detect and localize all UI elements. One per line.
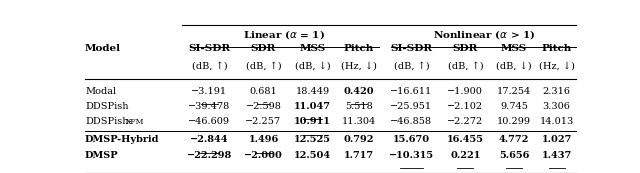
Text: −2.598: −2.598 xyxy=(246,102,282,111)
Text: 0.221: 0.221 xyxy=(450,151,481,160)
Text: SI-SDR: SI-SDR xyxy=(390,44,433,53)
Text: Modal: Modal xyxy=(85,87,116,96)
Text: 11.047: 11.047 xyxy=(294,102,331,111)
Text: 0.792: 0.792 xyxy=(344,135,374,144)
Text: −25.951: −25.951 xyxy=(390,102,433,111)
Text: 5.518: 5.518 xyxy=(345,102,372,111)
Text: DDSPish: DDSPish xyxy=(85,102,129,111)
Text: SDR: SDR xyxy=(251,44,276,53)
Text: −2.000: −2.000 xyxy=(244,151,283,160)
Text: (Hz, ↓): (Hz, ↓) xyxy=(341,62,377,71)
Text: 1.496: 1.496 xyxy=(248,135,278,144)
Text: 10.299: 10.299 xyxy=(497,117,531,126)
Text: −1.900: −1.900 xyxy=(447,87,483,96)
Text: (dB, ↑): (dB, ↑) xyxy=(191,62,227,71)
Text: 15.670: 15.670 xyxy=(393,135,430,144)
Text: DDSPish-: DDSPish- xyxy=(85,117,132,126)
Text: 1.027: 1.027 xyxy=(541,135,572,144)
Text: Pitch: Pitch xyxy=(344,44,374,53)
Text: 0.420: 0.420 xyxy=(344,87,374,96)
Text: −2.272: −2.272 xyxy=(447,117,483,126)
Text: Nonlinear ($\alpha$ > 1): Nonlinear ($\alpha$ > 1) xyxy=(433,28,535,41)
Text: −46.609: −46.609 xyxy=(188,117,230,126)
Text: 12.525: 12.525 xyxy=(294,135,331,144)
Text: Pitch: Pitch xyxy=(541,44,572,53)
Text: Model: Model xyxy=(85,44,121,53)
Text: DMSP-Hybrid: DMSP-Hybrid xyxy=(85,135,159,144)
Text: MSS: MSS xyxy=(300,44,326,53)
Text: 1.717: 1.717 xyxy=(344,151,374,160)
Text: SDR: SDR xyxy=(452,44,478,53)
Text: −2.844: −2.844 xyxy=(190,135,228,144)
Text: SI-SDR: SI-SDR xyxy=(188,44,230,53)
Text: XFM: XFM xyxy=(125,118,144,126)
Text: 18.449: 18.449 xyxy=(296,87,330,96)
Text: 16.455: 16.455 xyxy=(447,135,484,144)
Text: MSS: MSS xyxy=(501,44,527,53)
Text: (dB, ↓): (dB, ↓) xyxy=(295,62,330,71)
Text: 0.681: 0.681 xyxy=(250,87,277,96)
Text: 5.656: 5.656 xyxy=(499,151,529,160)
Text: 14.013: 14.013 xyxy=(540,117,574,126)
Text: 1.437: 1.437 xyxy=(541,151,572,160)
Text: (dB, ↓): (dB, ↓) xyxy=(496,62,532,71)
Text: −10.315: −10.315 xyxy=(388,151,434,160)
Text: 9.745: 9.745 xyxy=(500,102,528,111)
Text: 12.504: 12.504 xyxy=(294,151,331,160)
Text: −16.611: −16.611 xyxy=(390,87,433,96)
Text: (dB, ↑): (dB, ↑) xyxy=(394,62,429,71)
Text: 2.316: 2.316 xyxy=(543,87,571,96)
Text: −22.298: −22.298 xyxy=(187,151,232,160)
Text: (dB, ↑): (dB, ↑) xyxy=(246,62,282,71)
Text: −3.191: −3.191 xyxy=(191,87,227,96)
Text: −39.478: −39.478 xyxy=(188,102,230,111)
Text: −2.257: −2.257 xyxy=(246,117,282,126)
Text: (dB, ↑): (dB, ↑) xyxy=(447,62,483,71)
Text: 11.304: 11.304 xyxy=(342,117,376,126)
Text: 3.306: 3.306 xyxy=(543,102,571,111)
Text: 17.254: 17.254 xyxy=(497,87,531,96)
Text: Linear ($\alpha$ = 1): Linear ($\alpha$ = 1) xyxy=(243,28,325,41)
Text: (Hz, ↓): (Hz, ↓) xyxy=(539,62,575,71)
Text: 4.772: 4.772 xyxy=(499,135,529,144)
Text: DMSP: DMSP xyxy=(85,151,118,160)
Text: −2.102: −2.102 xyxy=(447,102,483,111)
Text: −46.858: −46.858 xyxy=(390,117,433,126)
Text: 10.911: 10.911 xyxy=(294,117,331,126)
